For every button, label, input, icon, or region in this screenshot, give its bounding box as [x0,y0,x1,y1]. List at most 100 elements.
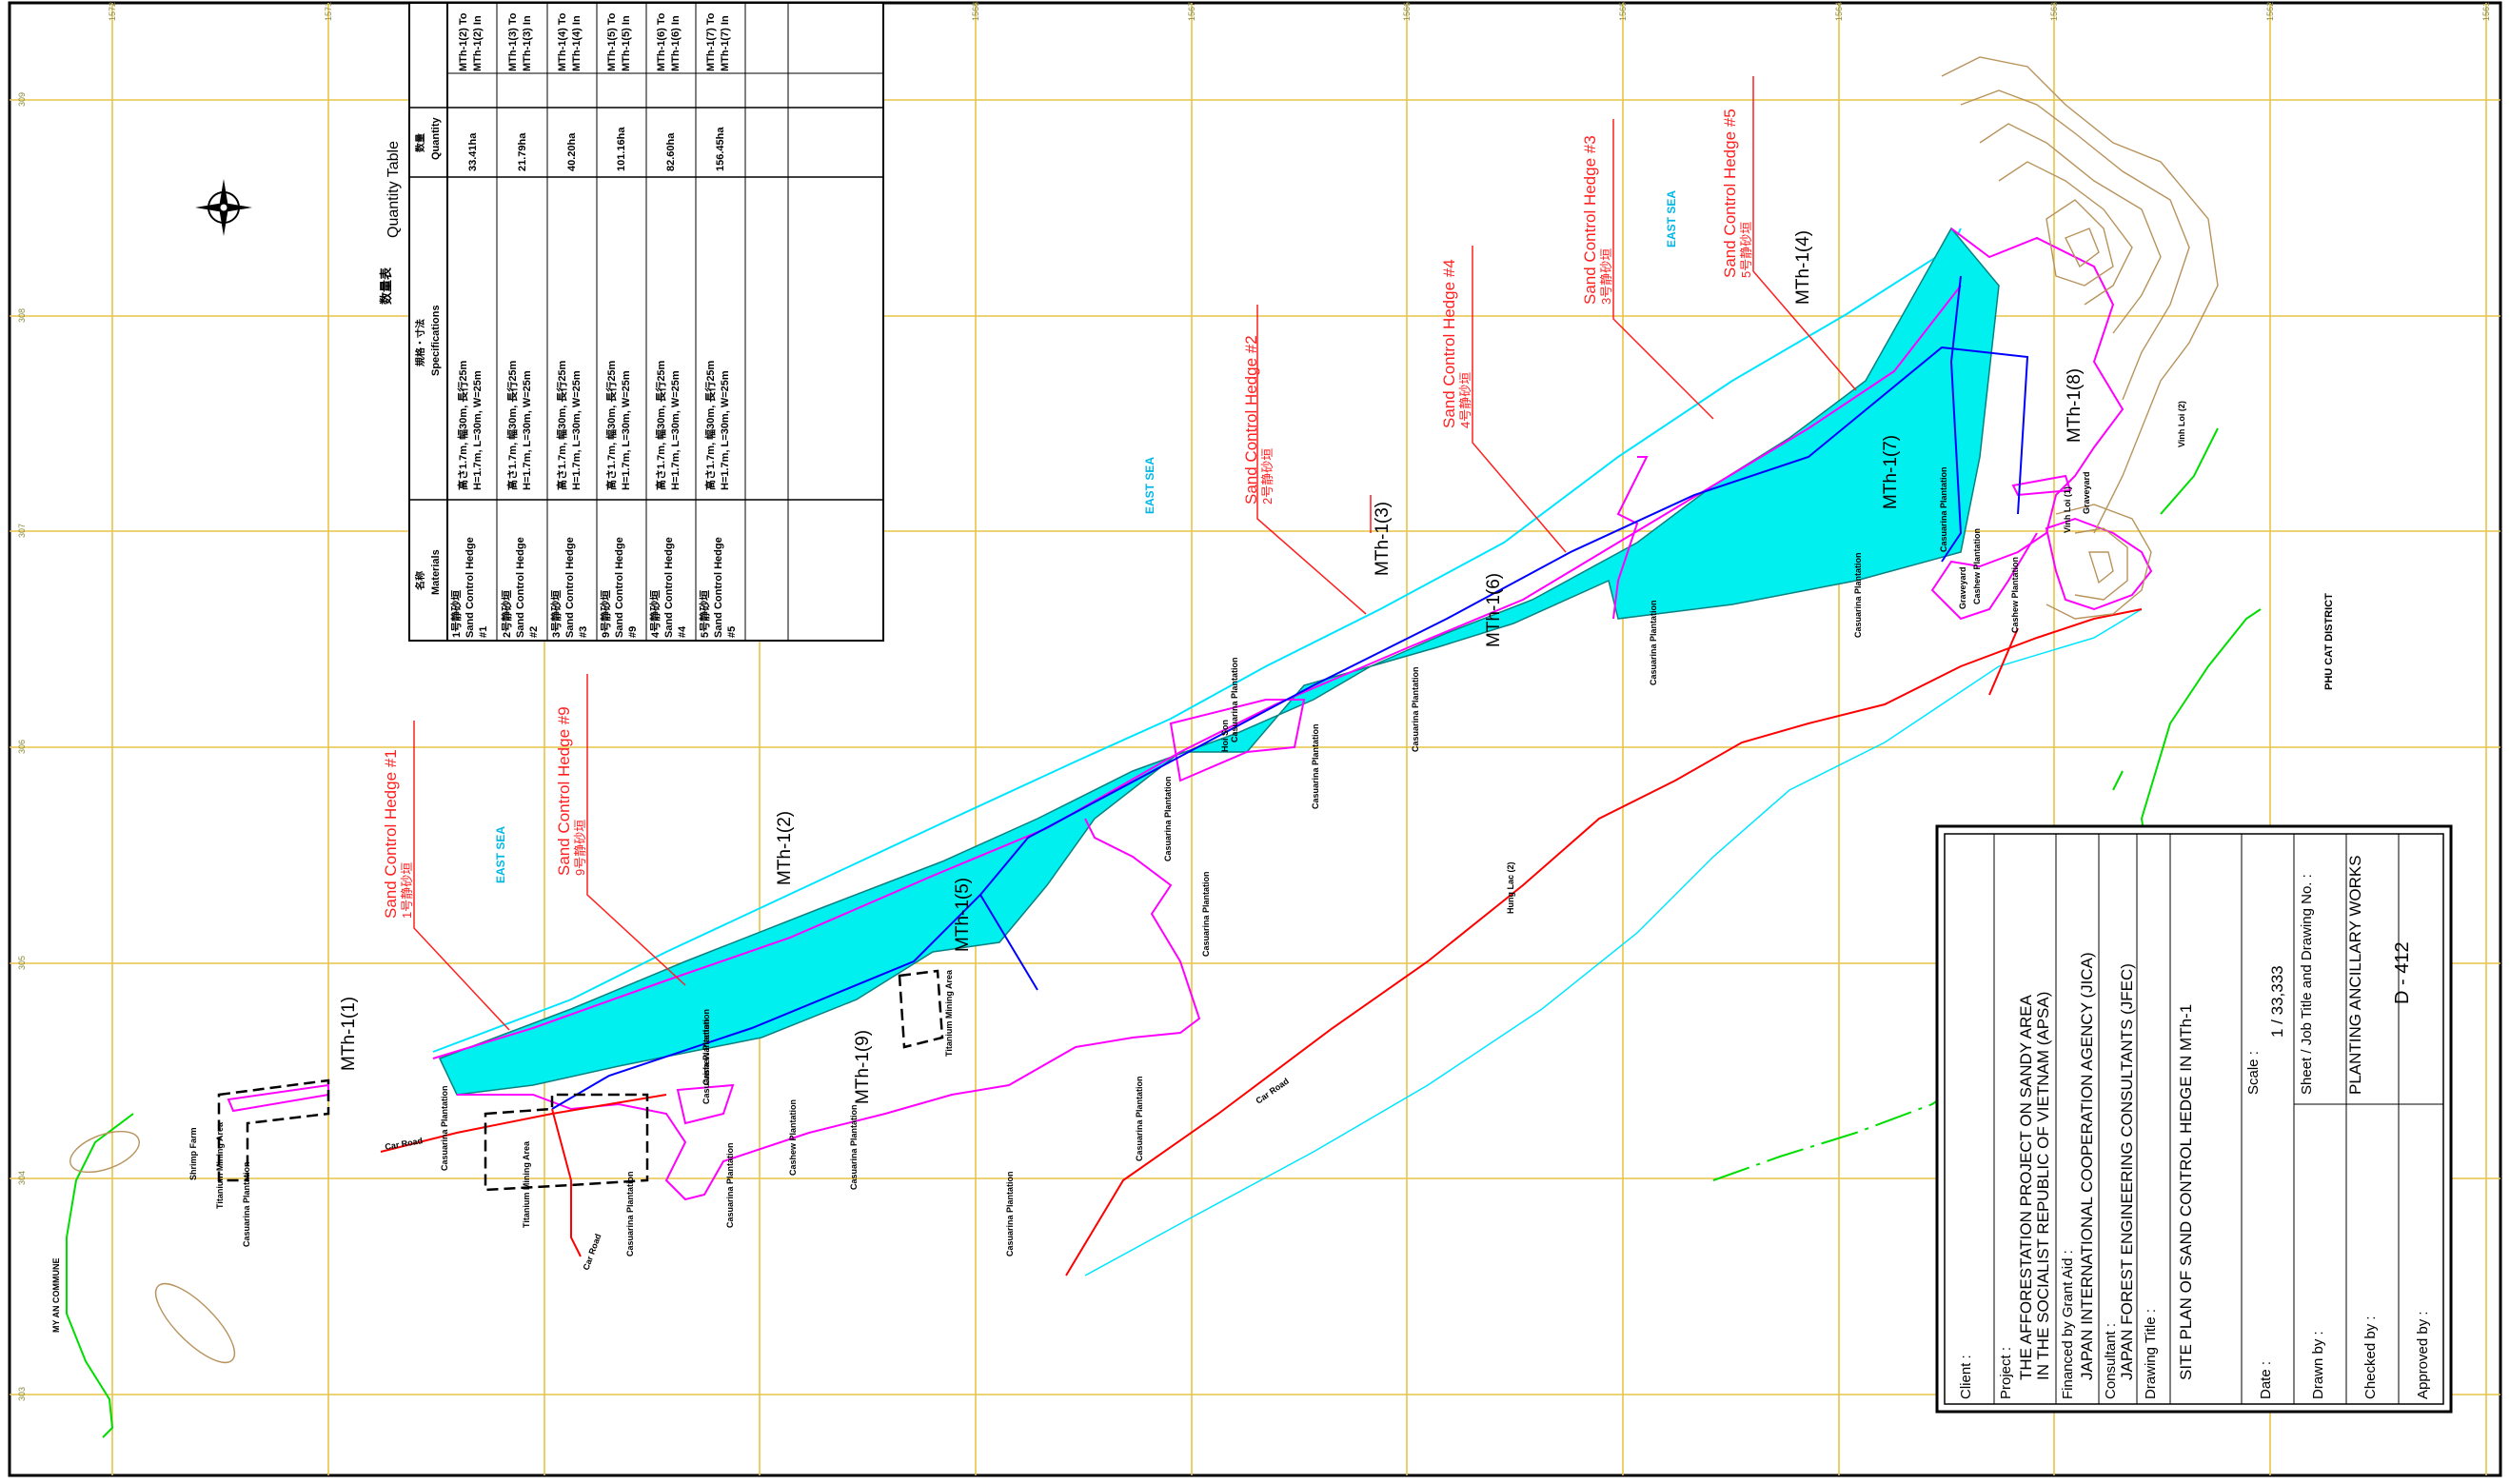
casuarina-label-6: Casuarina Plantation [849,1104,859,1190]
tick-top-1: 1571 [324,2,333,21]
casuarina-label-10: Casuarina Plantation [1201,871,1211,957]
tick-side-2: 307 [17,524,27,538]
svg-text:Sand Control Hedge: Sand Control Hedge [464,537,476,638]
section-labels: MTh-1(1) MTh-1(2) MTh-1(3) MTh-1(4) MTh-… [339,230,2085,1104]
svg-text:高さ1.7m, 幅30m, 長行25m: 高さ1.7m, 幅30m, 長行25m [654,360,667,490]
consultant-value: JAPAN FOREST ENGINEERING CONSULTANTS (JF… [2118,963,2136,1380]
section-9: MTh-1(9) [853,1030,873,1104]
tick-top-5: 1567 [1187,2,1196,21]
tick-top-4: 1568 [971,2,980,21]
financed-label: Financed by Grant Aid : [2060,1250,2076,1399]
titanium-label-2: Titanium Mining Area [522,1140,531,1228]
coastline [432,228,1962,1053]
tick-top-0: 1572 [108,2,117,21]
svg-text:1号静砂垣: 1号静砂垣 [449,590,463,638]
svg-text:9号静砂垣: 9号静砂垣 [599,590,612,638]
casuarina-label-7: Casuarina Plantation [1005,1171,1015,1256]
svg-text:MTh-1(4) In: MTh-1(4) In [571,15,583,71]
svg-text:40.20ha: 40.20ha [566,132,578,171]
svg-text:MTh-1(6) In: MTh-1(6) In [670,15,682,71]
north-arrow-icon [195,179,252,236]
vinh-loi-2-label: Vinh Loi (2) [2177,401,2186,447]
svg-text:33.41ha: 33.41ha [467,132,479,171]
svg-text:Sand Control Hedge: Sand Control Hedge [515,537,526,638]
casuarina-label-16: Casuarina Plantation [1230,657,1239,742]
svg-text:MTh-1(3) To: MTh-1(3) To [507,12,519,71]
graveyard-label-1: Graveyard [1958,566,1967,609]
titanium-label-1: Titanium Mining Area [215,1121,225,1209]
tick-side-5: 304 [17,1171,27,1185]
casuarina-label-12: Casuarina Plantation [1411,666,1420,752]
svg-text:H=1.7m, L=30m, W=25m: H=1.7m, L=30m, W=25m [670,370,682,490]
svg-text:MTh-1(3) In: MTh-1(3) In [522,15,533,71]
section-4: MTh-1(4) [1793,230,1813,305]
section-3: MTh-1(3) [1373,502,1393,576]
hedge-1-jp: 1号静砂垣 [400,862,414,919]
sea-label-2: EAST SEA [1143,457,1156,514]
table-row-3: 3号静砂垣 Sand Control Hedge #3 高さ1.7m, 幅30m… [549,12,589,638]
cashew-label-4: Cashew Plantation [2010,557,2020,633]
plantation-boundaries [227,228,2153,1201]
table-row-6: 5号静砂垣 Sand Control Hedge #5 高さ1.7m, 幅30m… [698,12,738,638]
svg-text:5号静砂垣: 5号静砂垣 [698,590,711,638]
section-2: MTh-1(2) [775,811,795,885]
cashew-label-1: Cashew Plantation [788,1099,798,1176]
hdr-qty-en: Quantity [430,117,442,160]
casuarina-label-9: Casuarina Plantation [1163,776,1173,861]
car-road [380,608,2143,1276]
consultant-label: Consultant : [2103,1323,2119,1399]
svg-text:Sand Control Hedge: Sand Control Hedge [663,537,675,638]
cashew-label-2: Cashew Plantation [702,1009,711,1085]
vinh-loi-1-label: Vinh Loi (1) [2063,486,2072,533]
hdr-spec-en: Specifications [430,305,442,376]
hedge-3-label: Sand Control Hedge #3 [1581,135,1599,305]
hedge-labels: Sand Control Hedge #1 1号静砂垣 Sand Control… [382,109,1753,919]
svg-text:H=1.7m, L=30m, W=25m: H=1.7m, L=30m, W=25m [472,370,484,490]
casuarina-label-11: Casuarina Plantation [1311,723,1320,809]
casuarina-label-3: Casuarina Plantation [625,1171,635,1256]
svg-text:MTh-1(5) In: MTh-1(5) In [621,15,632,71]
hdr-materials-en: Materials [430,549,442,595]
drawing-title-label: Drawing Title : [2143,1309,2159,1399]
place-labels: Shrimp Farm Titanium Mining Area Titaniu… [51,401,2335,1333]
casuarina-label-4: Casuarina Plantation [702,1019,711,1104]
section-8: MTh-1(8) [2065,368,2085,443]
hdr-qty-jp: 数量 [414,133,426,152]
section-5: MTh-1(5) [953,878,973,952]
svg-text:MTh-1(7) To: MTh-1(7) To [705,12,717,71]
quantity-table: 数量表 Quantity Table 名称 Materials 規格・寸法 Sp… [379,2,884,642]
svg-text:H=1.7m, L=30m, W=25m: H=1.7m, L=30m, W=25m [621,370,632,490]
project-line-1: THE AFFORESTATION PROJECT ON SANDY AREA [2017,994,2035,1380]
hung-lac-label: Hung Lac (2) [1506,861,1515,914]
svg-text:Sand Control Hedge: Sand Control Hedge [614,537,625,638]
hedge-5-jp: 5号静砂垣 [1739,222,1753,278]
svg-text:#1: #1 [478,626,489,638]
drawing-number: D - 412 [2392,941,2413,1004]
hedge-leaders [413,76,1857,1031]
svg-text:Sand Control Hedge: Sand Control Hedge [564,537,576,638]
tick-side-3: 306 [17,740,27,754]
svg-text:MTh-1(7) In: MTh-1(7) In [720,15,731,71]
svg-text:H=1.7m, L=30m, W=25m: H=1.7m, L=30m, W=25m [522,370,533,490]
casuarina-label-2: Casuarina Plantation [440,1085,449,1171]
svg-text:H=1.7m, L=30m, W=25m: H=1.7m, L=30m, W=25m [571,370,583,490]
svg-text:#2: #2 [528,626,540,638]
casuarina-label-8: Casuarina Plantation [1135,1076,1144,1161]
sea-label-3: EAST SEA [1665,190,1678,247]
svg-text:3号静砂垣: 3号静砂垣 [549,590,563,638]
drawing-title-value: SITE PLAN OF SAND CONTROL HEDGE IN MTh-1 [2177,1004,2195,1380]
svg-text:高さ1.7m, 幅30m, 長行25m: 高さ1.7m, 幅30m, 長行25m [703,360,717,490]
hedge-2-jp: 2号静砂垣 [1260,448,1275,505]
tick-side-6: 303 [17,1387,27,1401]
sea-label-1: EAST SEA [494,826,507,883]
drawing-frame [8,1,2502,1477]
casuarina-label-13: Casuarina Plantation [1649,600,1658,685]
client-label: Client : [1958,1355,1974,1399]
grid-ticks-side: 309 308 307 306 305 304 303 [17,92,27,1401]
svg-text:#9: #9 [627,626,639,638]
svg-text:4号静砂垣: 4号静砂垣 [648,590,662,638]
sheet-label: Sheet / Job Title and Drawing No. : [2299,874,2315,1095]
svg-text:#4: #4 [677,625,688,638]
casuarina-label-5: Casuarina Plantation [725,1142,735,1228]
